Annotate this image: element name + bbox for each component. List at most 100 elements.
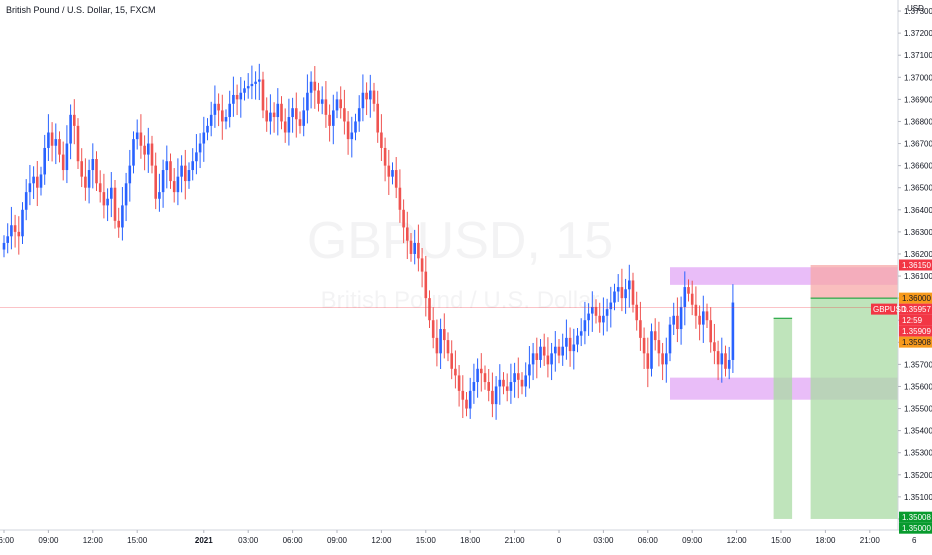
- candle: [494, 376, 498, 420]
- candle: [727, 346, 731, 380]
- candle: [454, 350, 457, 389]
- candle: [668, 316, 672, 362]
- y-tick-label: 1.35100: [904, 493, 932, 502]
- candle-body: [579, 331, 583, 336]
- candle: [731, 284, 735, 373]
- candle-body: [343, 108, 346, 122]
- candle-body: [91, 159, 95, 171]
- x-tick-label: 06:00: [283, 536, 304, 545]
- candle: [43, 134, 46, 185]
- candle-body: [369, 90, 372, 100]
- candle: [235, 84, 239, 116]
- candle-body: [727, 359, 731, 369]
- candle: [258, 63, 261, 101]
- y-tick-label: 1.36300: [904, 228, 932, 237]
- candle: [520, 372, 524, 395]
- time-axis[interactable]: 06:00 09:00 12:00 15:00 2021 03:00 06:00 09:00 1…: [0, 529, 932, 545]
- candle: [672, 302, 675, 336]
- candle: [565, 319, 568, 360]
- candle: [409, 232, 413, 262]
- candle-body: [517, 373, 520, 380]
- candle-body: [639, 320, 642, 338]
- candle-body: [217, 103, 220, 111]
- candle-body: [450, 353, 453, 369]
- candle: [402, 199, 405, 244]
- candle: [531, 342, 535, 381]
- candle-body: [461, 390, 465, 400]
- candle-body: [587, 313, 590, 321]
- candle-body: [224, 117, 228, 122]
- candle: [98, 170, 102, 203]
- x-tick-label: 6: [912, 536, 917, 545]
- candle-body: [454, 368, 457, 376]
- candle-body: [509, 382, 513, 391]
- candle: [128, 149, 132, 202]
- candle: [250, 65, 254, 100]
- candle-body: [13, 225, 17, 232]
- candle: [124, 172, 128, 222]
- candle: [95, 151, 98, 192]
- candle-body: [679, 306, 683, 330]
- candle: [320, 86, 324, 115]
- candle-body: [602, 315, 605, 323]
- candle-body: [102, 192, 106, 206]
- x-tick-label: 03:00: [593, 536, 614, 545]
- candle: [502, 372, 505, 395]
- candle: [576, 327, 579, 353]
- price-tag-bg: [899, 325, 932, 337]
- candle: [228, 90, 231, 128]
- candle: [683, 271, 687, 326]
- candle-body: [713, 342, 716, 352]
- candle: [73, 99, 76, 145]
- candle-body: [184, 165, 187, 182]
- candle: [69, 104, 72, 160]
- price-tag: 1.35000: [899, 522, 932, 534]
- candle-body: [387, 165, 391, 177]
- candle: [650, 323, 653, 377]
- candle-body: [365, 92, 368, 100]
- candle: [91, 143, 95, 189]
- candle: [243, 80, 246, 101]
- candle-body: [443, 329, 446, 341]
- candle: [309, 71, 313, 109]
- candle: [147, 127, 150, 173]
- candle: [535, 337, 539, 379]
- candle: [709, 307, 712, 353]
- price-tag-label: 1.35008: [902, 513, 931, 522]
- candle-body: [646, 353, 650, 369]
- candle: [609, 286, 613, 328]
- candle-body: [135, 132, 139, 140]
- candle: [602, 297, 605, 336]
- y-tick-label: 1.36600: [904, 162, 932, 171]
- candle-body: [54, 139, 58, 146]
- candle-body: [620, 287, 624, 299]
- price-axis[interactable]: USD 1.37300 1.37200 1.37100 1.37000 1.36900 1…: [897, 0, 932, 550]
- candle: [102, 173, 106, 219]
- candle-body: [491, 390, 494, 405]
- candle-body: [439, 329, 442, 354]
- candle: [61, 141, 65, 181]
- candle: [213, 85, 217, 128]
- price-tag: 1.35957: [899, 303, 932, 315]
- candle-body: [65, 143, 69, 171]
- candle-body: [694, 304, 698, 316]
- candle-body: [87, 170, 91, 188]
- candle-body: [731, 302, 735, 360]
- candle-body: [324, 99, 328, 115]
- candle: [306, 74, 309, 124]
- candle: [428, 290, 431, 328]
- candle-body: [150, 143, 154, 166]
- candle: [628, 264, 631, 308]
- candle-body: [187, 170, 191, 182]
- candle: [28, 164, 32, 206]
- candle: [117, 207, 120, 238]
- candle: [720, 337, 724, 383]
- y-tick-label: 1.36800: [904, 117, 932, 126]
- candle-body: [276, 103, 280, 118]
- candle-body: [165, 161, 169, 171]
- price-tag-bg: [899, 259, 932, 271]
- candle-body: [413, 242, 416, 254]
